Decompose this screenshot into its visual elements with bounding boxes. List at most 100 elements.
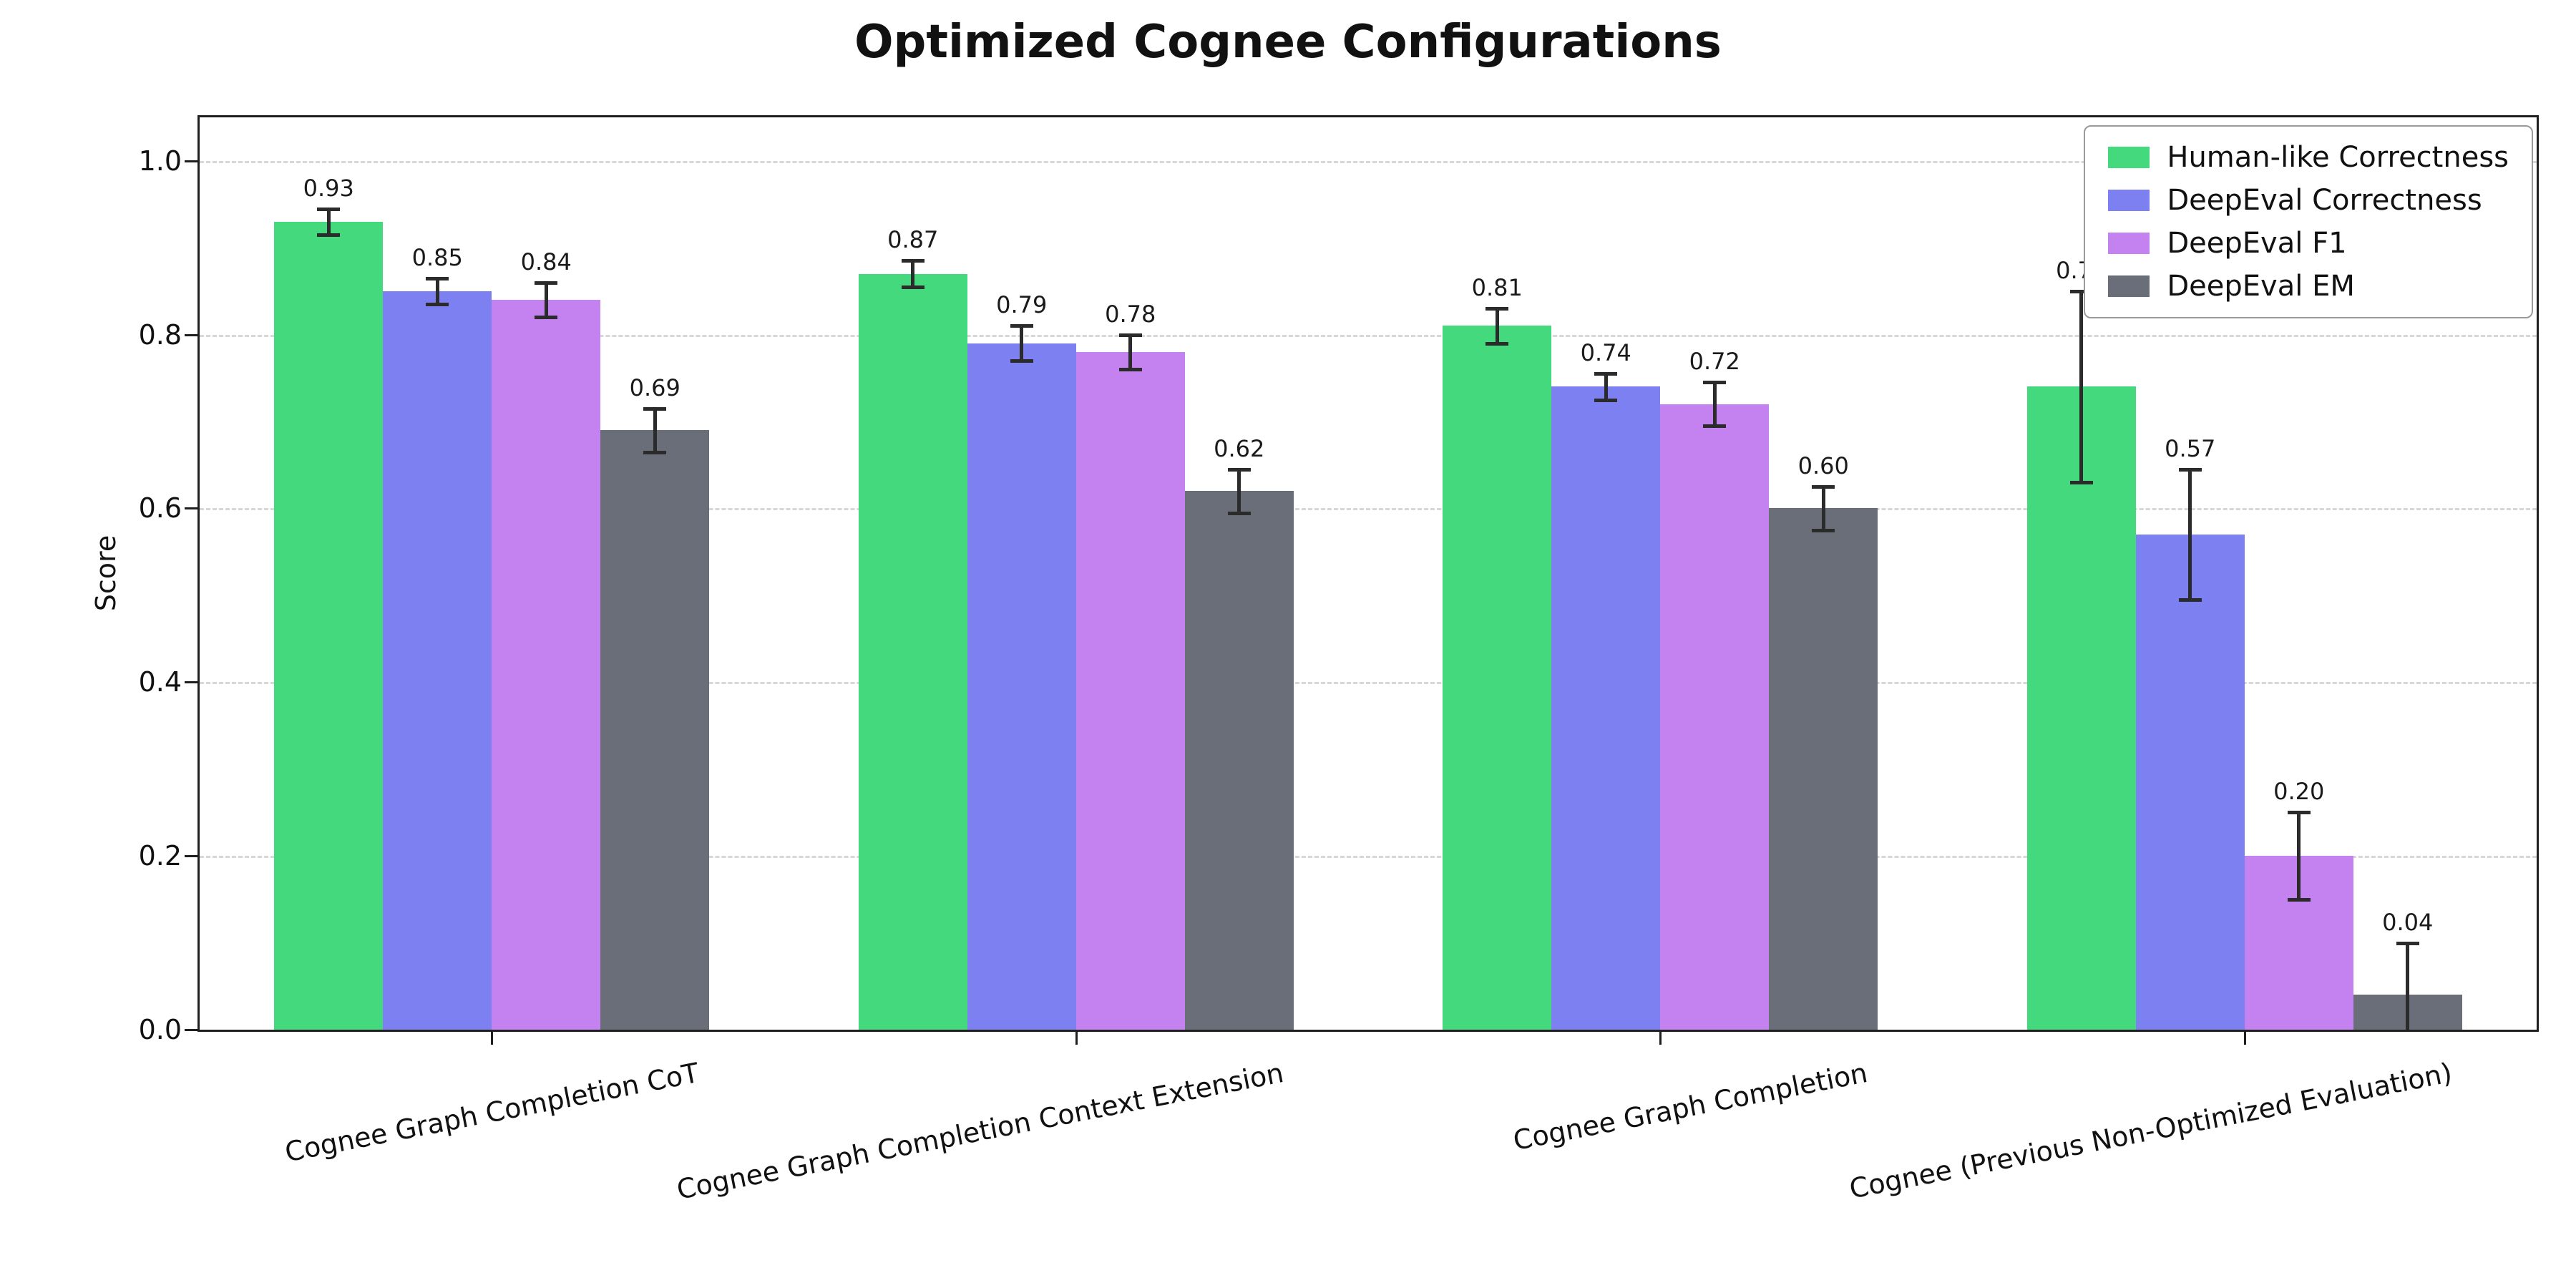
y-axis-label: Score (90, 535, 122, 612)
gridline (200, 508, 2537, 511)
error-bar-cap-bottom (317, 233, 341, 237)
error-bar-cap-bottom (2178, 597, 2202, 602)
error-bar-cap-top (901, 259, 924, 263)
error-bar-cap-top (2069, 289, 2093, 293)
x-tick-label: Cognee (Previous Non-Optimized Evaluatio… (1846, 1057, 2455, 1205)
bar-value-label: 0.60 (1797, 452, 1849, 480)
legend-label: DeepEval Correctness (2167, 184, 2482, 217)
x-tick-mark (1075, 1032, 1078, 1045)
legend: Human-like Correctness DeepEval Correctne… (2084, 125, 2533, 318)
error-bar-line (1604, 374, 1608, 400)
bar (383, 291, 492, 1030)
error-bar-cap-bottom (643, 450, 667, 454)
legend-entry: Human-like Correctness (2108, 141, 2509, 174)
bar-value-label: 0.84 (520, 248, 572, 275)
error-bar-cap-top (643, 406, 667, 411)
error-bar-cap-bottom (2287, 897, 2311, 902)
x-tick-mark (2243, 1032, 2246, 1045)
bar-value-label: 0.93 (303, 174, 354, 202)
error-bar-line (326, 208, 331, 235)
y-tick-label: 0.8 (138, 318, 182, 351)
error-bar-line (2188, 469, 2192, 600)
bar-value-label: 0.85 (411, 243, 463, 271)
bar-value-label: 0.81 (1471, 274, 1523, 302)
legend-swatch (2108, 233, 2150, 254)
error-bar-cap-top (1010, 324, 1033, 328)
bar (967, 343, 1076, 1030)
error-bar-line (1020, 326, 1024, 361)
error-bar-cap-top (2287, 811, 2311, 815)
error-bar-line (1237, 469, 1241, 513)
error-bar-cap-bottom (1485, 341, 1509, 346)
bar-value-label: 0.69 (629, 374, 680, 401)
y-tick-mark (185, 160, 197, 162)
error-bar-line (435, 278, 439, 305)
y-tick-mark (185, 1029, 197, 1031)
legend-label: Human-like Correctness (2167, 141, 2509, 174)
error-bar-cap-bottom (1010, 359, 1033, 363)
legend-entry: DeepEval F1 (2108, 227, 2509, 260)
x-tick-mark (1659, 1032, 1662, 1045)
error-bar-cap-bottom (1118, 368, 1142, 372)
bar (600, 430, 710, 1030)
error-bar-line (911, 260, 915, 287)
error-bar-cap-top (2178, 467, 2202, 472)
y-tick-label: 0.4 (138, 666, 182, 698)
legend-entry: DeepEval EM (2108, 270, 2509, 303)
error-bar-line (2297, 812, 2301, 899)
error-bar-line (544, 282, 548, 318)
error-bar-cap-top (1118, 333, 1142, 337)
error-bar-cap-top (317, 207, 341, 211)
gridline (200, 682, 2537, 685)
legend-swatch (2108, 147, 2150, 168)
bar-value-label: 0.87 (887, 226, 939, 254)
error-bar-cap-bottom (901, 285, 924, 289)
y-tick-mark (185, 855, 197, 858)
y-tick-mark (185, 333, 197, 336)
y-tick-mark (185, 507, 197, 510)
gridline (200, 160, 2537, 163)
error-bar-line (1128, 334, 1133, 370)
bar-value-label: 0.20 (2273, 778, 2325, 806)
error-bar-cap-bottom (1703, 424, 1727, 429)
bar-value-label: 0.57 (2165, 434, 2216, 462)
bar (1551, 386, 1661, 1030)
bar (1769, 508, 1878, 1030)
x-tick-label: Cognee Graph Completion (1511, 1057, 1870, 1157)
bar (858, 273, 967, 1030)
error-bar-cap-bottom (2069, 481, 2093, 484)
y-tick-label: 0.2 (138, 840, 182, 872)
error-bar-cap-bottom (1594, 398, 1618, 402)
bar (492, 300, 601, 1030)
error-bar-line (1821, 487, 1825, 530)
y-tick-label: 0.6 (138, 492, 182, 525)
error-bar-cap-top (1594, 372, 1618, 376)
bar (274, 221, 384, 1030)
y-tick-label: 1.0 (138, 145, 182, 177)
error-bar-cap-top (1227, 467, 1251, 472)
legend-entry: DeepEval Correctness (2108, 184, 2509, 217)
legend-swatch (2108, 190, 2150, 211)
error-bar-line (1495, 308, 1499, 343)
y-tick-label: 0.0 (138, 1014, 182, 1045)
bar-value-label: 0.72 (1689, 348, 1740, 376)
bar-value-label: 0.04 (2382, 908, 2434, 936)
bar (2026, 386, 2136, 1030)
chart-title: Optimized Cognee Configurations (854, 16, 1722, 69)
error-bar-line (1712, 382, 1717, 426)
bar (1660, 404, 1770, 1030)
bar (1184, 491, 1294, 1030)
legend-label: DeepEval EM (2167, 270, 2355, 303)
bar-value-label: 0.62 (1214, 434, 1265, 462)
y-tick-mark (185, 681, 197, 684)
legend-swatch (2108, 275, 2150, 297)
x-tick-mark (491, 1032, 494, 1045)
bar (1443, 326, 1552, 1030)
error-bar-line (653, 408, 657, 452)
error-bar-cap-top (2396, 941, 2419, 945)
bar (2135, 534, 2245, 1030)
bar-value-label: 0.78 (1105, 300, 1156, 328)
error-bar-line (2406, 942, 2410, 1030)
legend-label: DeepEval F1 (2167, 227, 2347, 260)
